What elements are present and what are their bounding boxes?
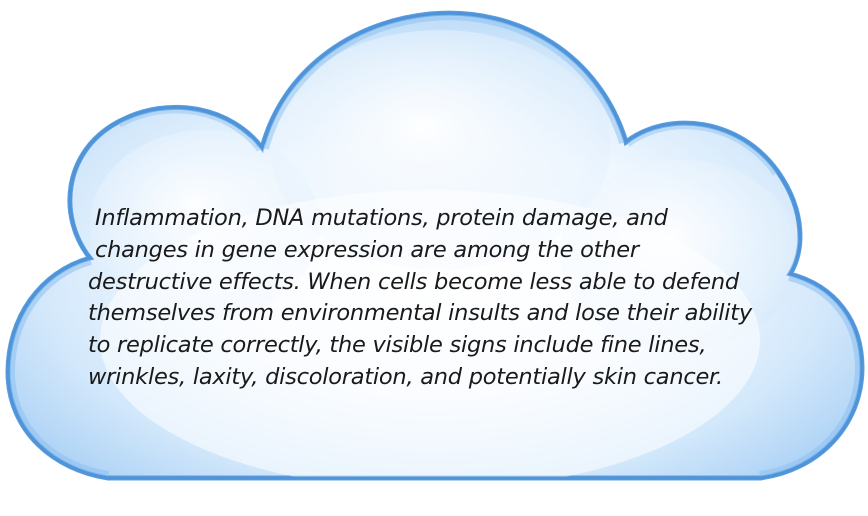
cloud-text-line: changes in gene expression are among the… xyxy=(95,236,639,263)
cloud-paragraph: Inflammation, DNA mutations, protein dam… xyxy=(88,203,788,394)
cloud-text-line: Inflammation, DNA mutations, protein dam… xyxy=(95,205,668,231)
cloud-text-line: destructive effects. When cells become l… xyxy=(88,268,739,295)
cloud-text-line: themselves from environmental insults an… xyxy=(88,300,752,327)
cloud-text-line: wrinkles, laxity, discoloration, and pot… xyxy=(88,363,723,390)
cloud-text-line: to replicate correctly, the visible sign… xyxy=(88,332,707,359)
